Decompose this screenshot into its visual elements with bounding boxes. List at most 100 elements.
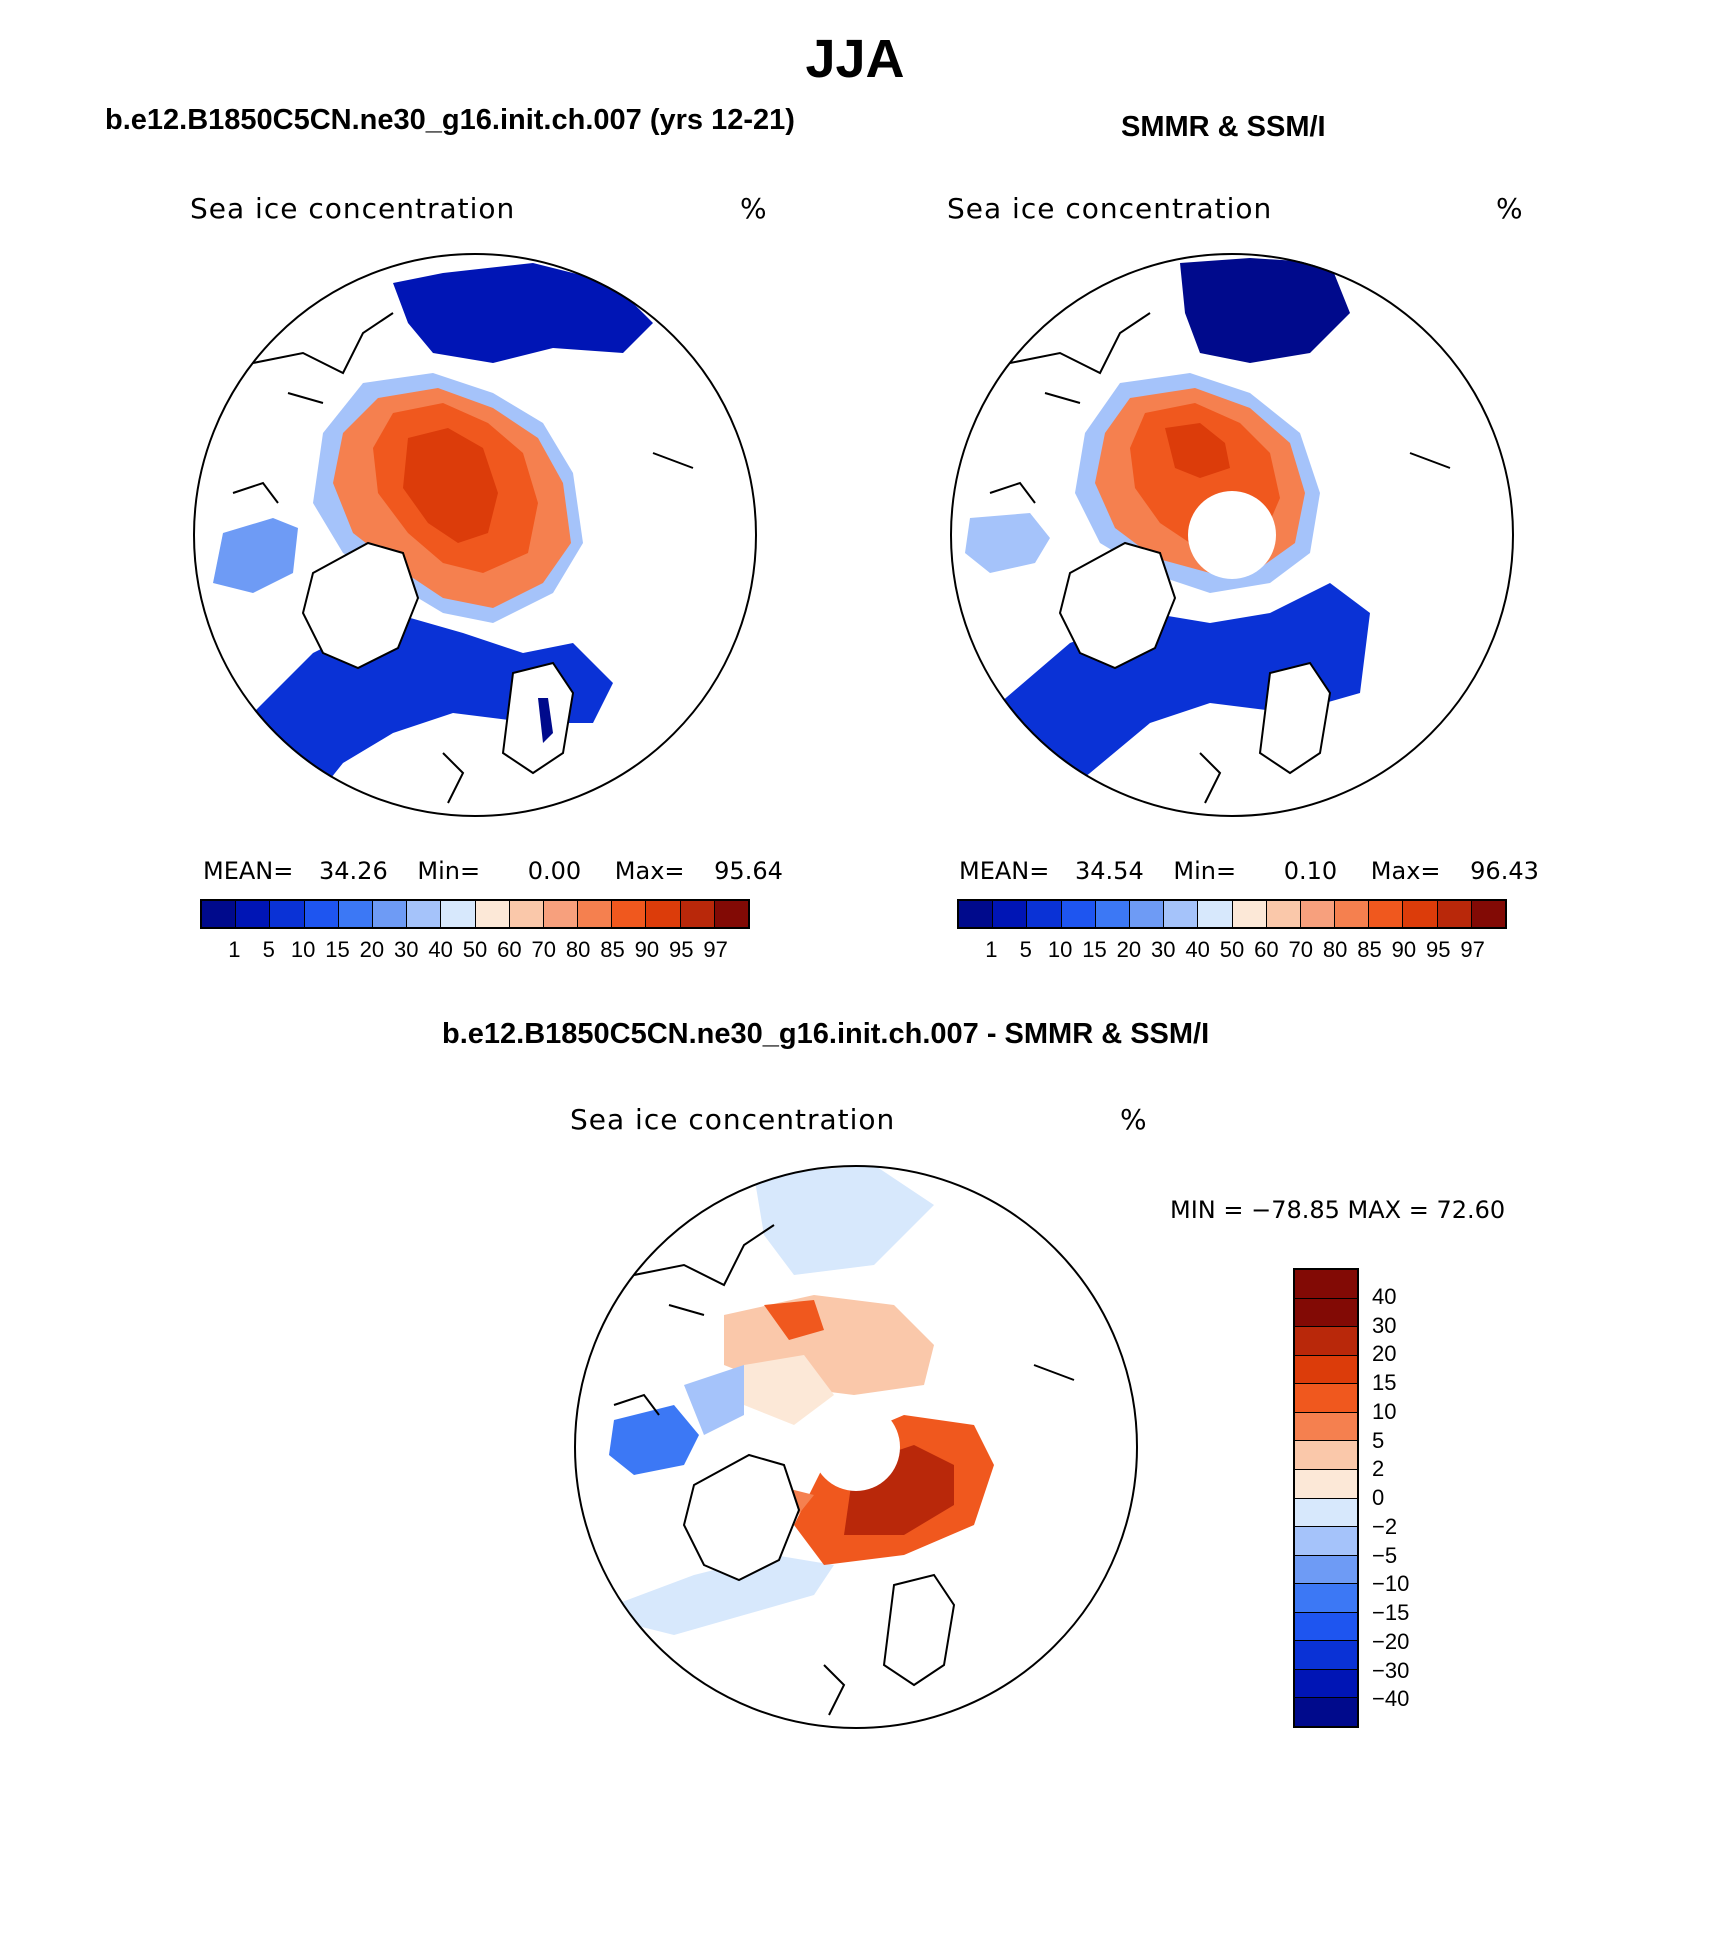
obs-colorbar-tick-label: 40 [1185,937,1210,962]
diff-colorbar-tick-label: 15 [1372,1370,1397,1395]
diff-pole-hole [812,1403,900,1491]
obs-colorbar-swatch [1437,901,1472,927]
model-colorbar-tick-label: 30 [394,937,419,962]
diff-colorbar-tick-label: −10 [1372,1571,1410,1597]
obs-colorbar-swatch [1335,901,1370,927]
obs-colorbar-swatch [1300,901,1336,927]
obs-colorbar [957,899,1507,929]
diff-hudson-negative [609,1405,699,1475]
obs-colorbar-tick-label: 80 [1322,937,1348,962]
diff-colorbar-swatch [1295,1669,1357,1699]
obs-colorbar-tick-label: 20 [1116,937,1142,962]
model-panel-title: b.e12.B1850C5CN.ne30_g16.init.ch.007 (yr… [105,104,795,136]
obs-mean-label: MEAN= [959,857,1050,885]
diff-canadian-light-negative [684,1365,744,1435]
diff-colorbar-tick-label: −30 [1372,1657,1410,1683]
obs-panel-title: SMMR & SSM/I [1121,111,1326,143]
diff-colorbar-tick-label: 10 [1372,1398,1397,1424]
diff-map-units: % [1120,1103,1148,1136]
diff-colorbar-swatch [1295,1412,1357,1442]
obs-scandinavia-land [1258,661,1332,775]
model-colorbar-swatch [612,901,647,927]
diff-colorbar-ticks: 40 30 20 15 10 5 2 0 −2 −5 −10 −15 −20 −30 −40 [1372,1268,1452,1728]
diff-colorbar-tick-label: −15 [1372,1600,1410,1625]
obs-colorbar-tick-label: 97 [1460,937,1485,962]
obs-colorbar-swatch [993,901,1028,927]
model-colorbar-tick-label: 60 [497,937,522,962]
diff-colorbar-swatch [1295,1498,1357,1528]
diff-colorbar-swatch [1295,1698,1357,1726]
diff-greenland-land [682,1453,801,1582]
obs-min-value: 0.10 [1283,857,1338,885]
model-bering-pacific-water [393,263,653,363]
model-colorbar-swatch [680,901,715,927]
model-colorbar-swatch [441,901,476,927]
model-north-atlantic-open-water [253,613,613,813]
diff-colorbar-swatch [1295,1270,1357,1299]
model-colorbar-tick-label: 40 [428,937,453,962]
diff-colorbar-tick-label: 0 [1372,1485,1385,1510]
model-colorbar-swatch [578,901,613,927]
diff-colorbar [1293,1268,1359,1728]
diff-colorbar-swatch [1295,1527,1357,1556]
model-min-label: Min= [417,857,481,885]
diff-colorbar-tick-label: −2 [1372,1513,1398,1539]
obs-colorbar-tick-label: 85 [1357,937,1382,962]
diff-colorbar-tick-label: 20 [1372,1341,1397,1367]
model-map-label: Sea ice concentration [190,192,516,225]
obs-colorbar-swatch [1471,901,1505,927]
model-mean-value: 34.26 [319,857,388,885]
obs-colorbar-swatch [959,901,994,927]
obs-coastlines [989,312,1451,804]
diff-atlantic-light-water [614,1555,834,1635]
diff-colorbar-swatch [1295,1612,1357,1642]
model-colorbar-swatch [714,901,748,927]
model-colorbar-tick-label: 97 [703,937,728,962]
obs-colorbar-tick-label: 60 [1254,937,1279,962]
model-colorbar-ticks: 1 5 10 15 20 30 40 50 60 70 80 85 90 95 97 [200,937,750,962]
diff-colorbar-swatch [1295,1384,1357,1413]
model-colorbar-swatch [236,901,271,927]
diff-colorbar-swatch [1295,1555,1357,1585]
obs-map-label: Sea ice concentration [947,192,1273,225]
obs-colorbar-tick-label: 10 [1047,937,1073,962]
model-colorbar-swatch [372,901,408,927]
model-colorbar-tick-label: 15 [325,937,350,962]
diff-pacific-light-water [754,1165,934,1275]
obs-map-units: % [1496,192,1524,225]
model-colorbar-tick-label: 70 [531,937,556,962]
obs-colorbar-swatch [1369,901,1404,927]
model-colorbar-swatch [304,901,339,927]
diff-colorbar-swatch [1295,1441,1357,1470]
diff-colorbar-tick-label: −40 [1372,1686,1410,1712]
diff-scandinavia-land [882,1573,956,1687]
diff-polar-map [574,1165,1138,1729]
diff-colorbar-tick-label: 40 [1372,1283,1397,1309]
diff-colorbar-swatch [1295,1641,1357,1670]
obs-colorbar-swatch [1095,901,1130,927]
diff-coastlines [613,1224,1075,1716]
obs-colorbar-swatch [1266,901,1301,927]
obs-colorbar-swatch [1232,901,1267,927]
model-colorbar-swatch [475,901,510,927]
diff-minmax: MIN = −78.85 MAX = 72.60 [1170,1196,1506,1224]
model-colorbar-swatch [202,901,237,927]
model-max-value: 95.64 [714,857,783,885]
diff-colorbar-swatch [1295,1327,1357,1356]
model-colorbar-tick-label: 50 [462,937,488,962]
model-arctic-ice-thick [403,428,498,543]
diff-colorbar-swatch [1295,1584,1357,1613]
obs-max-label: Max= [1370,857,1441,885]
diff-colorbar-tick-label: 30 [1372,1312,1397,1338]
obs-mean-value: 34.54 [1075,857,1144,885]
model-mean-label: MEAN= [203,857,294,885]
model-map-units: % [740,192,768,225]
obs-colorbar-swatch [1129,901,1165,927]
diff-beaufort-strong [764,1300,824,1340]
model-scandinavia-land [501,661,575,775]
diff-colorbar-tick-label: −20 [1372,1628,1410,1654]
diff-central-light-positive [744,1355,834,1425]
model-min-value: 0.00 [527,857,582,885]
obs-colorbar-tick-label: 30 [1151,937,1176,962]
model-greenland-land [301,541,420,670]
